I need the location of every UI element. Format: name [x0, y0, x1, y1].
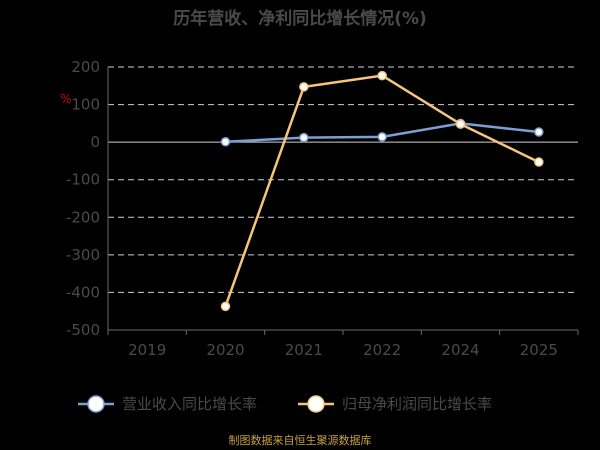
legend-label-2: 归母净利润同比增长率: [342, 395, 492, 413]
data-point-2: [220, 301, 231, 312]
y-tick-label: 200: [71, 58, 100, 76]
x-tick-label: 2025: [520, 341, 558, 359]
data-point-2: [534, 157, 544, 167]
y-axis-unit: %: [60, 92, 71, 106]
data-point-2: [377, 70, 387, 81]
y-tick-label: -400: [66, 283, 100, 301]
y-tick-label: -100: [66, 171, 100, 189]
x-tick-label: 2020: [206, 341, 244, 359]
data-point-2: [455, 119, 466, 129]
y-tick-label: -500: [66, 321, 100, 339]
y-axis: 200 100 0 -100 -200 -300 -400 -500: [66, 58, 109, 339]
data-point-1: [299, 132, 309, 143]
series-layer: [220, 70, 544, 312]
x-tick-label: 2024: [441, 341, 479, 359]
y-tick-label: 0: [90, 133, 100, 151]
y-tick-label: -200: [66, 208, 100, 226]
data-point-1: [220, 137, 231, 147]
source-note: 制图数据来自恒生聚源数据库: [229, 433, 372, 447]
legend-marker-1: [87, 395, 105, 413]
x-tick-label: 2022: [363, 341, 401, 359]
data-point-1: [377, 132, 387, 142]
y-tick-label: -300: [66, 246, 100, 264]
data-point-2: [299, 82, 309, 92]
legend: 营业收入同比增长率 归母净利润同比增长率: [78, 395, 492, 413]
chart-title: 历年营收、净利同比增长情况(%): [173, 8, 427, 29]
x-axis: 2019 2020 2021 2022 2024 2025: [107, 329, 579, 359]
legend-marker-2: [307, 395, 325, 413]
y-tick-label: 100: [71, 96, 100, 114]
x-tick-label: 2021: [285, 341, 323, 359]
series-line-2: [224, 74, 540, 307]
legend-label-1: 营业收入同比增长率: [122, 395, 257, 413]
x-tick-label: 2019: [128, 341, 166, 359]
grid-lines: [108, 66, 578, 331]
data-point-1: [534, 127, 544, 137]
